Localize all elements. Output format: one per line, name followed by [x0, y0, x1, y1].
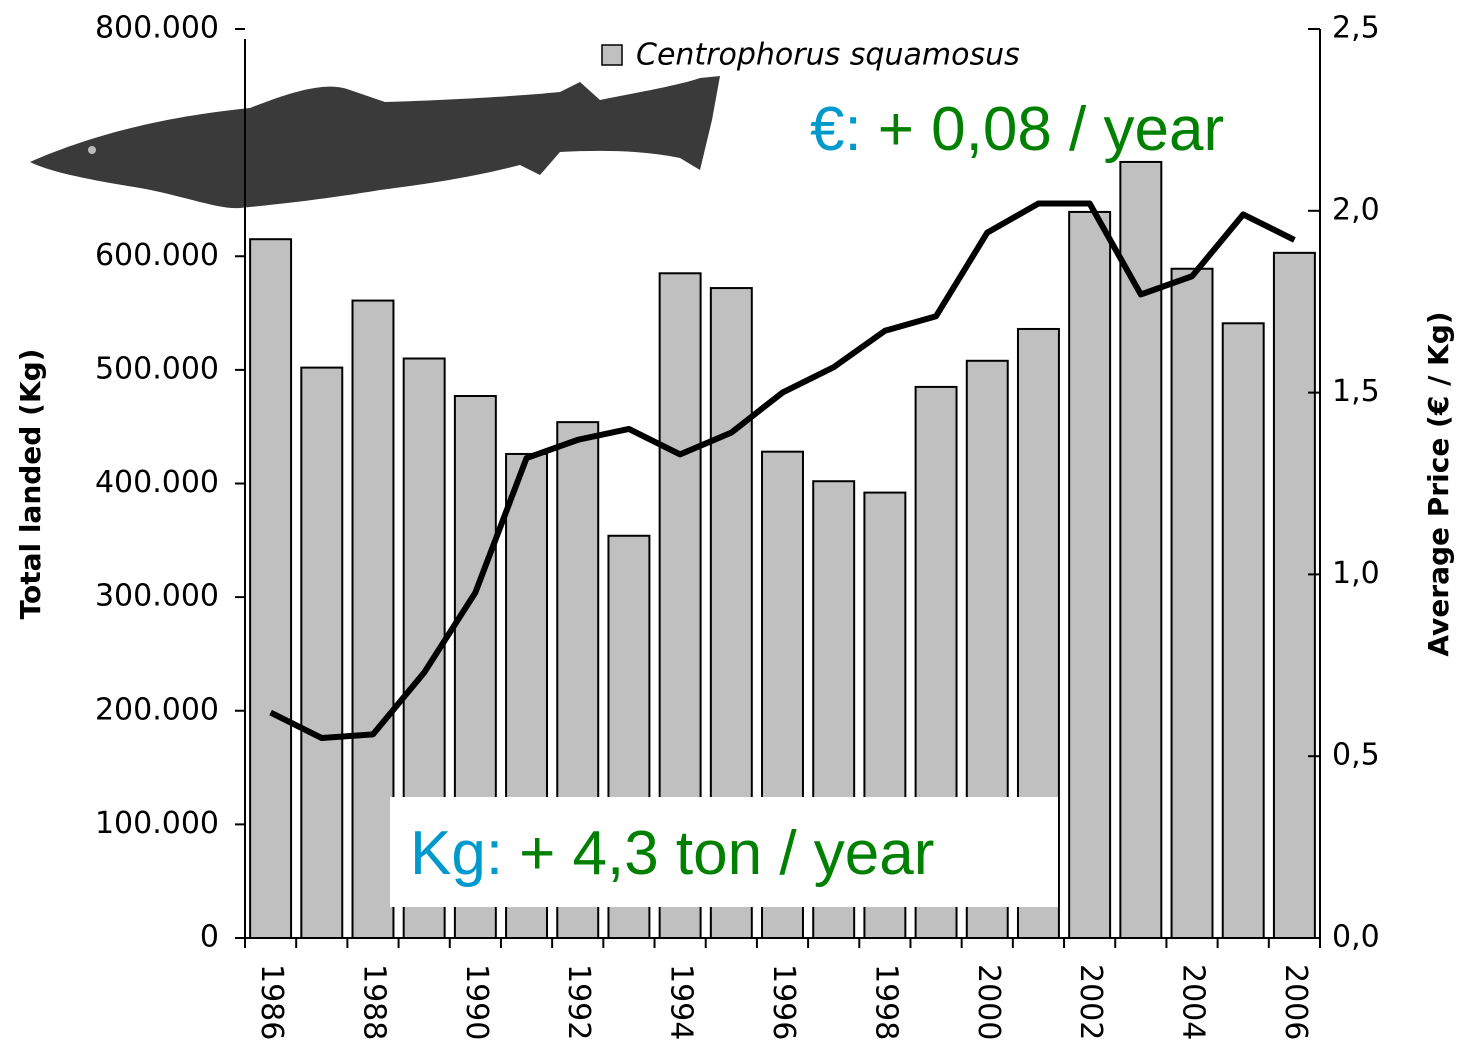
y-tick-label: 300.000 [95, 579, 219, 614]
bar [1221, 322, 1265, 939]
y2-tick-label: 1,0 [1332, 556, 1380, 591]
annotation-text: + 4,3 ton / year [519, 819, 934, 888]
bar [1068, 210, 1112, 939]
y-tick-label: 400.000 [95, 465, 219, 500]
annotation-box [390, 797, 1058, 907]
y2-tick-label: 2,5 [1332, 11, 1380, 46]
y-tick-label: 200.000 [95, 692, 219, 727]
y2-axis-title: Average Price (€ / Kg) [1422, 311, 1455, 656]
bar [1119, 160, 1163, 940]
annotation: €: + 0,08 / year [810, 95, 1224, 164]
x-tick-label: 1988 [356, 964, 391, 1040]
bar [351, 299, 395, 940]
y-tick-label: 500.000 [95, 351, 219, 386]
y-tick-label: 100.000 [95, 806, 219, 841]
bar [300, 366, 344, 940]
legend-label: Centrophorus squamosus [636, 38, 1020, 73]
x-tick-label: 1992 [561, 964, 596, 1040]
y2-tick-label: 2,0 [1332, 192, 1380, 227]
y-tick-label: 600.000 [95, 238, 219, 273]
x-tick-label: 2002 [1073, 964, 1108, 1040]
annotation: Kg: + 4,3 ton / year [410, 819, 934, 888]
x-tick-label: 2004 [1176, 964, 1211, 1040]
y2-tick-label: 0,0 [1332, 920, 1380, 955]
bar [1170, 267, 1214, 939]
x-tick-label: 1996 [766, 964, 801, 1040]
y-tick-label: 0 [200, 920, 219, 955]
x-tick-label: 2006 [1278, 964, 1313, 1040]
bar [1272, 251, 1316, 939]
x-tick-label: 1998 [868, 964, 903, 1040]
annotation-text: + 0,08 / year [878, 95, 1224, 164]
annotation-prefix: €: [810, 95, 862, 164]
y-tick-label: 800.000 [95, 11, 219, 46]
y-axis-title: Total landed (Kg) [14, 349, 47, 620]
y2-tick-label: 1,5 [1332, 374, 1380, 409]
x-tick-label: 1990 [459, 964, 494, 1040]
shark-illustration [30, 76, 720, 209]
price-line [269, 200, 1296, 742]
x-tick-label: 1994 [664, 964, 699, 1040]
annotation-prefix: Kg: [410, 819, 503, 888]
x-tick-label: 1986 [254, 964, 289, 1040]
legend-swatch [601, 44, 623, 66]
y2-tick-label: 0,5 [1332, 738, 1380, 773]
x-tick-label: 2000 [971, 964, 1006, 1040]
bar [249, 238, 293, 940]
